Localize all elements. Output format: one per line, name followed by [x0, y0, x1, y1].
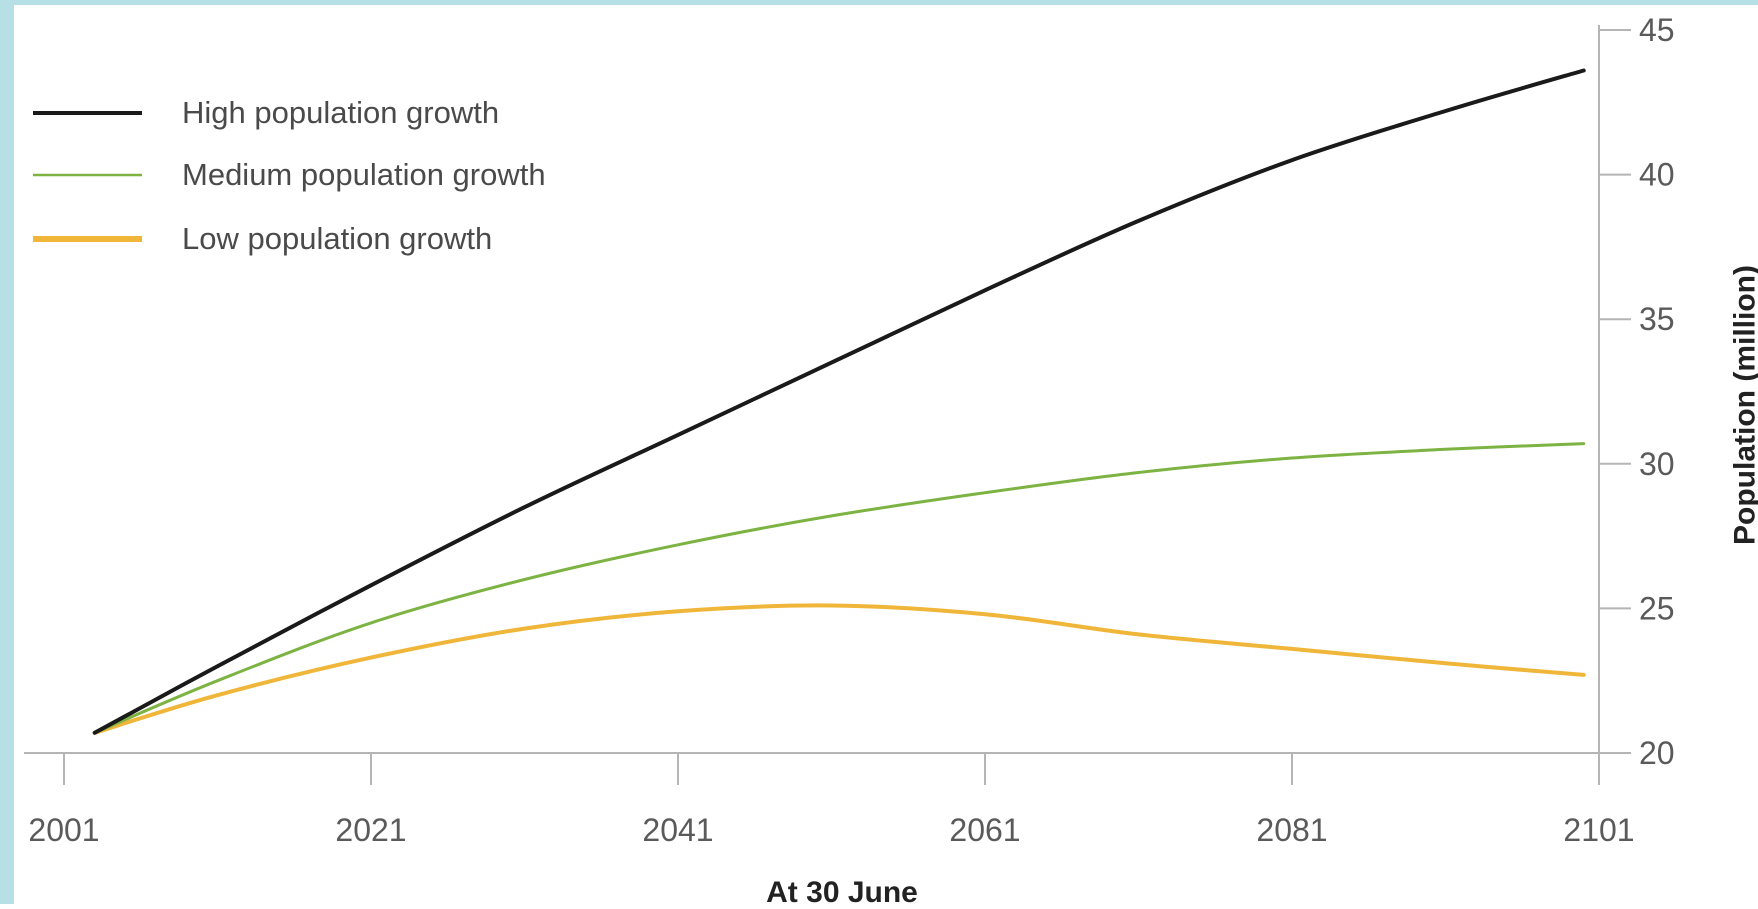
y-tick-label: 45 [1639, 12, 1675, 48]
y-tick-label: 20 [1639, 735, 1675, 771]
x-tick-label: 2021 [335, 812, 406, 848]
legend-label: Medium population growth [182, 157, 546, 192]
x-tick-label: 2061 [949, 812, 1020, 848]
y-axis-title: Population (million) [1729, 265, 1758, 545]
legend-label: Low population growth [182, 221, 492, 256]
x-axis-title: At 30 June [766, 876, 918, 909]
population-projection-chart: 2001 2021 2041 2061 2081 2101 20 25 30 35 40 45 Hi… [14, 5, 1758, 909]
series-line-low-population-growth [95, 605, 1584, 732]
y-ticks: 20 25 30 35 40 45 [1599, 12, 1675, 771]
y-tick-label: 40 [1639, 157, 1675, 193]
y-tick-label: 35 [1639, 301, 1675, 337]
series-line-medium-population-growth [95, 444, 1584, 733]
x-tick-label: 2081 [1256, 812, 1327, 848]
legend-label: High population growth [182, 95, 499, 130]
x-tick-label: 2001 [28, 812, 99, 848]
legend: High population growth Medium population … [33, 95, 546, 256]
y-tick-label: 30 [1639, 446, 1675, 482]
y-tick-label: 25 [1639, 590, 1675, 626]
x-tick-label: 2101 [1563, 812, 1634, 848]
x-tick-label: 2041 [642, 812, 713, 848]
x-ticks: 2001 2021 2041 2061 2081 2101 [28, 753, 1634, 848]
